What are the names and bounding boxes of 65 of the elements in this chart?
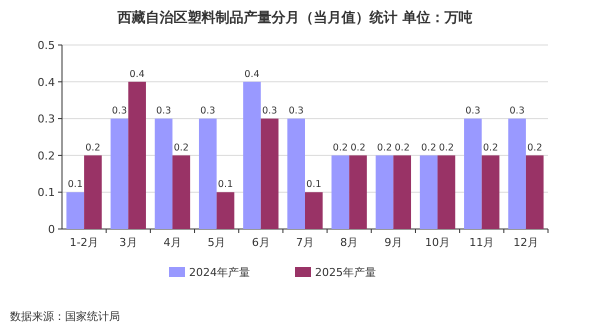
legend-label: 2024年产量 [189,266,250,279]
chart-title: 西藏自治区塑料制品产量分月（当月值）统计 单位：万吨 [116,9,472,26]
bar [84,155,102,229]
data-label: 0.3 [262,106,278,117]
bar [464,118,482,229]
data-label: 0.3 [200,106,216,117]
data-label: 0.2 [332,142,348,154]
bar [243,82,261,229]
data-label: 0.2 [85,142,100,154]
data-label: 0.3 [156,106,172,117]
bar [376,155,394,229]
data-label: 0.2 [174,142,189,154]
data-label: 0.2 [376,142,392,154]
data-label: 0.3 [288,106,304,117]
data-label: 0.1 [306,179,322,190]
y-tick-label: 0.2 [38,149,55,162]
data-label: 0.3 [510,106,525,117]
x-tick-label: 6月 [252,236,270,249]
bar [128,82,146,229]
bar [216,192,234,229]
x-tick-label: 8月 [340,236,358,249]
x-tick-label: 1-2月 [70,236,99,249]
bar [332,155,350,229]
bar [198,118,217,229]
bar [438,155,456,229]
y-tick-label: 0.4 [38,76,55,89]
data-label: 0.2 [483,142,498,154]
bar [349,155,367,229]
source-note: 数据来源：国家统计局 [10,310,120,323]
bar [482,155,500,229]
bar [172,155,190,229]
bar [393,155,412,229]
data-label: 0.1 [68,179,83,190]
bar [66,192,84,229]
x-tick-label: 11月 [469,236,494,249]
x-tick-label: 12月 [513,236,538,249]
data-label: 0.3 [465,106,480,117]
y-tick-label: 0.1 [38,186,55,200]
bar [154,118,172,229]
bar [305,192,323,229]
data-label: 0.2 [394,142,410,154]
bar [260,118,278,229]
bar [420,155,438,229]
bar [508,118,526,229]
y-tick-label: 0.3 [38,112,55,126]
x-tick-label: 7月 [296,236,314,249]
data-label: 0.2 [527,142,542,154]
data-label: 0.2 [350,142,366,154]
data-label: 0.1 [218,179,234,190]
data-label: 0.3 [112,106,127,117]
x-tick-label: 3月 [119,236,138,249]
x-tick-label: 4月 [163,236,182,249]
bar [287,118,305,229]
x-tick-label: 5月 [208,236,226,249]
y-tick-label: 0 [48,223,55,236]
data-label: 0.4 [244,68,260,80]
bar [110,118,128,229]
x-tick-label: 9月 [384,236,402,249]
data-label: 0.2 [438,142,454,154]
y-tick-label: 0.5 [38,39,55,52]
data-label: 0.4 [130,68,145,80]
legend-label: 2025年产量 [315,266,376,279]
bar [526,155,544,229]
data-label: 0.2 [421,142,436,154]
x-tick-label: 10月 [425,236,450,249]
